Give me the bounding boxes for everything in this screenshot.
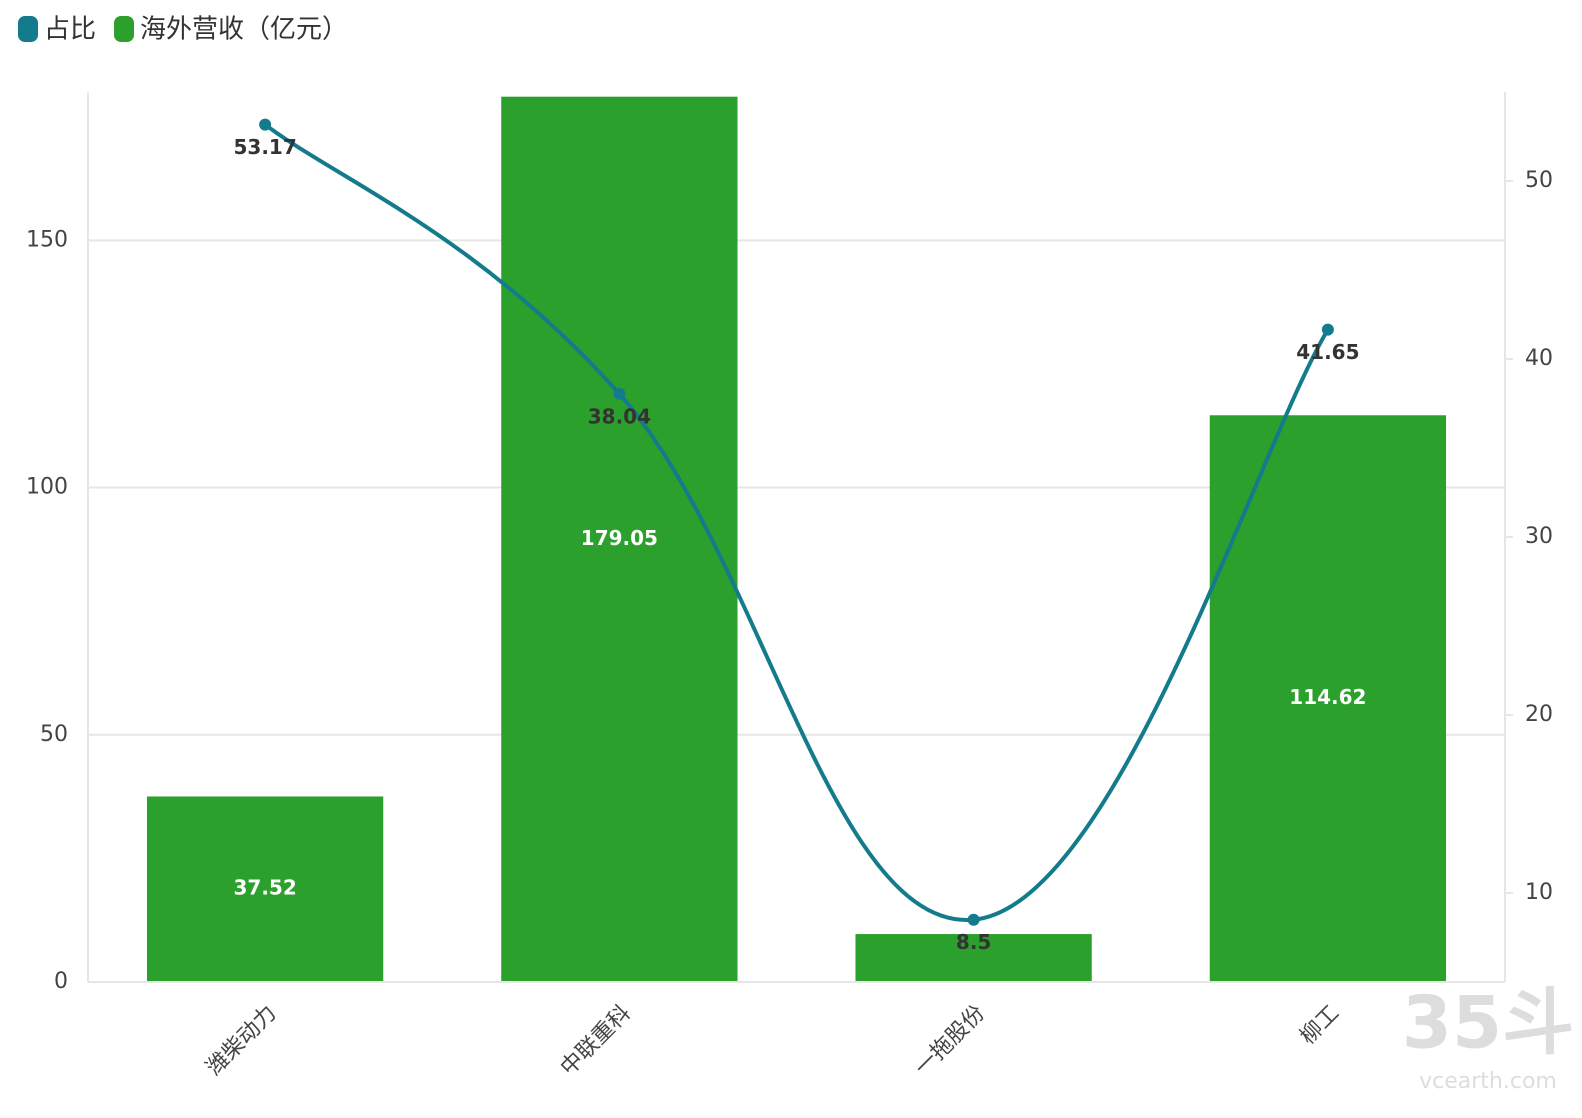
- line-point: [613, 387, 626, 400]
- x-tick-label: 潍柴动力: [202, 1001, 282, 1081]
- y-tick-label: 100: [26, 475, 68, 500]
- line: [263, 122, 1330, 922]
- line-value-label: 38.04: [588, 404, 651, 428]
- line-point: [967, 913, 980, 926]
- bar: [501, 96, 738, 983]
- y2-tick-label: 40: [1525, 346, 1553, 371]
- line-value-label: 8.5: [956, 930, 991, 954]
- y-tick-label: 150: [26, 227, 68, 252]
- bar-value-label: 37.52: [233, 876, 296, 900]
- bar: [146, 796, 384, 982]
- x-tick-label: 中联重科: [556, 1001, 636, 1081]
- legend-label: 占比: [44, 15, 96, 45]
- line-value-label: 41.65: [1296, 340, 1359, 364]
- line-point: [259, 118, 272, 131]
- x-tick-label: 一拖股份: [910, 1001, 990, 1081]
- y2-tick-label: 30: [1525, 524, 1553, 549]
- bar-value-label: 179.05: [581, 526, 658, 550]
- bar: [855, 934, 1092, 982]
- line-value-label: 53.17: [233, 135, 296, 159]
- x-tick-label: 柳工: [1296, 1001, 1345, 1050]
- legend-swatch: [18, 16, 38, 42]
- line-point: [1321, 323, 1334, 336]
- y-tick-label: 0: [54, 969, 68, 994]
- legend-label: 海外营收（亿元）: [140, 15, 348, 45]
- y-tick-label: 50: [40, 722, 68, 747]
- legend-swatch: [114, 16, 135, 42]
- bar: [1209, 415, 1447, 982]
- y2-tick-label: 10: [1525, 880, 1553, 905]
- watermark-url: vcearth.com: [1419, 1069, 1557, 1094]
- y2-tick-label: 20: [1525, 702, 1553, 727]
- watermark: 35斗: [1402, 981, 1574, 1065]
- y2-tick-label: 50: [1525, 168, 1553, 193]
- bar-value-label: 114.62: [1289, 685, 1366, 709]
